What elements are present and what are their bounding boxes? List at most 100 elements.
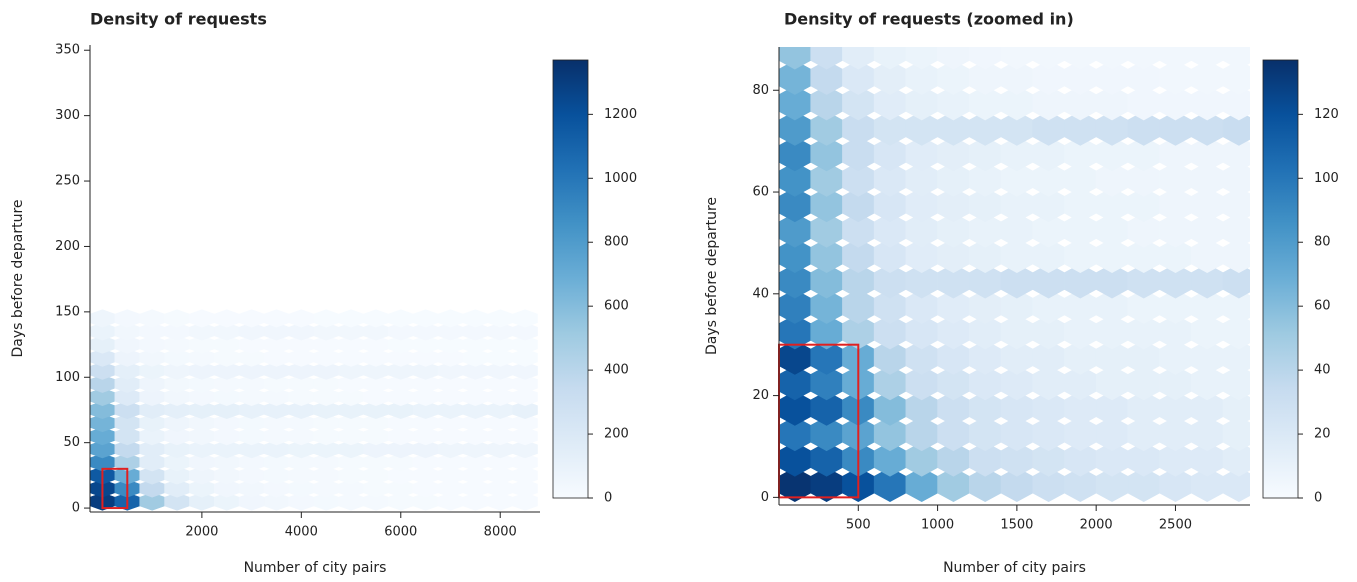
hex-cell: [512, 322, 538, 341]
x-tick-label: 8000: [484, 525, 517, 540]
y-tick-label: 350: [55, 43, 80, 58]
y-tick-label: 250: [55, 174, 80, 189]
x-tick-label: 500: [846, 518, 871, 533]
hex-cell: [512, 361, 538, 380]
hex-cell: [873, 47, 907, 70]
y-tick-label: 60: [752, 185, 769, 200]
hex-cell: [1222, 263, 1250, 299]
colorbar: [1262, 59, 1299, 499]
hex-cell: [1222, 314, 1250, 350]
colorbar-tick-label: 0: [1314, 491, 1322, 506]
y-tick-label: 80: [752, 83, 769, 98]
hex-cell: [1222, 441, 1250, 477]
hex-cell: [1222, 212, 1250, 248]
hex-cell: [512, 413, 538, 433]
x-axis-label: Number of city pairs: [943, 560, 1086, 576]
hex-cell: [1064, 47, 1097, 70]
hex-cell: [1127, 47, 1160, 70]
x-tick-label: 2000: [1080, 518, 1113, 533]
chart-title: Density of requests (zoomed in): [784, 10, 1074, 29]
y-tick-label: 50: [63, 435, 80, 450]
hex-cell: [238, 309, 265, 328]
y-tick-label: 40: [752, 286, 769, 301]
hex-cell: [263, 309, 290, 328]
hex-cell: [512, 400, 538, 420]
hex-cell: [1222, 111, 1250, 146]
hex-cell: [388, 309, 414, 328]
hex-cell: [969, 47, 1002, 70]
hex-cell: [1222, 467, 1250, 503]
hex-cell: [842, 47, 875, 70]
y-tick-label: 300: [55, 108, 80, 123]
y-tick-label: 100: [55, 370, 80, 385]
hex-cell: [363, 309, 389, 328]
colorbar-tick-label: 120: [1314, 107, 1339, 122]
hex-cell: [288, 309, 315, 328]
x-tick-label: 1500: [1000, 518, 1033, 533]
hex-cell: [1222, 85, 1250, 121]
hex-cell: [937, 47, 970, 70]
hex-cell: [512, 335, 538, 354]
y-axis-label: Days before departure: [10, 199, 26, 357]
hex-cell: [512, 479, 538, 498]
y-tick-label: 200: [55, 239, 80, 254]
y-tick-label: 0: [761, 490, 769, 505]
hex-cell: [1222, 60, 1250, 95]
hex-cell: [1222, 416, 1250, 452]
hex-cell: [512, 466, 538, 485]
hex-cell: [1159, 47, 1192, 70]
hex-cell: [1222, 161, 1250, 197]
y-tick-label: 20: [752, 388, 769, 403]
y-axis-label: Days before departure: [704, 197, 720, 355]
hex-cell: [1000, 47, 1034, 70]
x-tick-label: 6000: [384, 525, 417, 540]
highlight-box: [101, 467, 129, 510]
hex-cell: [90, 309, 116, 328]
colorbar-tick-label: 80: [1314, 235, 1331, 250]
hex-cell: [1222, 136, 1250, 172]
colorbar-tick-label: 1000: [604, 171, 637, 186]
colorbar-tick-label: 20: [1314, 427, 1331, 442]
colorbar-tick-label: 400: [604, 363, 629, 378]
colorbar-tick-label: 100: [1314, 171, 1339, 186]
hex-cell: [139, 309, 165, 328]
colorbar-tick-label: 40: [1314, 363, 1331, 378]
colorbar: [552, 59, 589, 499]
colorbar-tick-label: 200: [604, 427, 629, 442]
hex-cell: [512, 374, 538, 393]
colorbar-tick-label: 800: [604, 235, 629, 250]
hex-cell: [512, 492, 538, 511]
hex-cell: [313, 309, 339, 328]
chart-title: Density of requests: [90, 10, 267, 29]
hex-cell: [1191, 47, 1224, 70]
hex-cell: [412, 309, 439, 328]
x-tick-label: 1000: [921, 518, 954, 533]
colorbar-tick-label: 60: [1314, 299, 1331, 314]
colorbar-tick-label: 600: [604, 299, 629, 314]
hex-cell: [512, 387, 538, 406]
hex-cell: [512, 309, 538, 328]
x-tick-label: 2000: [185, 525, 218, 540]
hex-cell: [512, 348, 538, 367]
hex-cell: [810, 47, 843, 70]
hex-cell: [437, 309, 464, 328]
x-tick-label: 2500: [1159, 518, 1192, 533]
hex-cell: [1032, 47, 1065, 70]
hex-cell: [512, 440, 538, 459]
hex-cell: [1222, 289, 1250, 324]
hex-cell: [512, 453, 538, 472]
colorbar-tick-label: 1200: [604, 107, 637, 122]
hex-cell: [1222, 390, 1250, 426]
x-tick-label: 4000: [285, 525, 318, 540]
hex-cell: [214, 309, 240, 328]
hex-cell: [905, 47, 938, 70]
hex-cell: [779, 47, 812, 70]
plot-area: [90, 309, 538, 511]
hex-cell: [189, 309, 215, 328]
hex-cell: [1222, 47, 1250, 70]
y-tick-label: 150: [55, 304, 80, 319]
hex-cell: [1222, 187, 1250, 223]
hex-cell: [338, 309, 364, 328]
hex-cell: [1222, 365, 1250, 401]
